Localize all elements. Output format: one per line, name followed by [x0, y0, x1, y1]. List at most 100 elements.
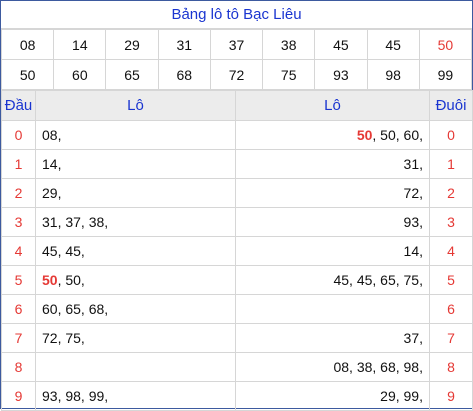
number-cell: 50	[0, 59, 55, 90]
lo-left-cell: 14,	[35, 149, 236, 179]
duoi-cell: 3	[429, 207, 473, 237]
lo-left-cell: 72, 75,	[35, 323, 236, 353]
number-cell: 37	[209, 29, 264, 60]
results-number-grid: 08 14 29 31 37 38 45 45 50 50 60 65 68 7…	[0, 29, 473, 90]
lo-right-cell: 72,	[235, 178, 430, 208]
lo-values: 72, 75,	[42, 330, 85, 346]
table-row: 4 45, 45, 14, 4	[1, 236, 473, 266]
header-dau: Đầu	[1, 90, 36, 121]
table-row: 7 72, 75, 37, 7	[1, 323, 473, 353]
lo-values: 31, 37, 38,	[42, 214, 109, 230]
duoi-cell: 2	[429, 178, 473, 208]
number-cell: 99	[418, 59, 473, 90]
header-duoi: Đuôi	[429, 90, 473, 121]
duoi-cell: 6	[429, 294, 473, 324]
lo-left-cell: 31, 37, 38,	[35, 207, 236, 237]
dau-cell: 1	[1, 149, 36, 179]
number-cell: 45	[314, 29, 368, 60]
number-cell: 75	[262, 59, 316, 90]
table-row: 9 93, 98, 99, 29, 99, 9	[1, 381, 473, 411]
lo-left-cell: 50, 50,	[35, 265, 236, 295]
number-cell: 93	[314, 59, 368, 90]
duoi-cell: 4	[429, 236, 473, 266]
numbers-row-2: 50 60 65 68 72 75 93 98 99	[0, 59, 473, 90]
table-row: 8 08, 38, 68, 98, 8	[1, 352, 473, 382]
dau-cell: 4	[1, 236, 36, 266]
lo-left-cell: 60, 65, 68,	[35, 294, 236, 324]
lo-right-cell: 45, 45, 65, 75,	[235, 265, 430, 295]
dau-cell: 9	[1, 381, 36, 411]
dau-cell: 3	[1, 207, 36, 237]
table-row: 3 31, 37, 38, 93, 3	[1, 207, 473, 237]
lo-values: 45, 45,	[42, 243, 85, 259]
lo-values: 14,	[403, 243, 423, 259]
number-cell: 31	[157, 29, 211, 60]
lo-right-cell: 31,	[235, 149, 430, 179]
lo-right-cell: 29, 99,	[235, 381, 430, 411]
number-cell: 60	[53, 59, 107, 90]
table-row: 2 29, 72, 2	[1, 178, 473, 208]
number-cell: 14	[53, 29, 107, 60]
number-cell: 72	[209, 59, 264, 90]
lo-values: 93, 98, 99,	[42, 388, 109, 404]
lo-values: 29,	[42, 185, 62, 201]
number-cell: 38	[262, 29, 316, 60]
duoi-cell: 1	[429, 149, 473, 179]
lo-left-cell	[35, 352, 236, 382]
lo-right-cell: 93,	[235, 207, 430, 237]
duoi-cell: 5	[429, 265, 473, 295]
number-cell: 45	[366, 29, 420, 60]
number-cell: 29	[105, 29, 159, 60]
dau-cell: 0	[1, 120, 36, 150]
lo-right-cell: 08, 38, 68, 98,	[235, 352, 430, 382]
dau-cell: 5	[1, 265, 36, 295]
lo-values: , 50,	[57, 272, 85, 288]
highlight-number: 50	[356, 127, 373, 143]
table-body: 0 08, 50, 50, 60, 0 1 14, 31, 1 2 29, 72, 2 3 31, 37,…	[1, 120, 473, 411]
lo-left-cell: 45, 45,	[35, 236, 236, 266]
table-row: 5 50, 50, 45, 45, 65, 75, 5	[1, 265, 473, 295]
header-lo-left: Lô	[35, 90, 236, 121]
lo-values: 14,	[42, 156, 62, 172]
dau-duoi-table: Đầu Lô Lô Đuôi 0 08, 50, 50, 60, 0 1 14, 31, 1 2…	[1, 90, 473, 411]
table-row: 0 08, 50, 50, 60, 0	[1, 120, 473, 150]
numbers-row-1: 08 14 29 31 37 38 45 45 50	[0, 29, 473, 60]
lo-values: 60, 65, 68,	[42, 301, 109, 317]
table-header-row: Đầu Lô Lô Đuôi	[1, 90, 473, 121]
lo-values: 08, 38, 68, 98,	[333, 359, 423, 375]
lo-values: 31,	[403, 156, 423, 172]
dau-cell: 8	[1, 352, 36, 382]
table-row: 6 60, 65, 68, 6	[1, 294, 473, 324]
dau-cell: 7	[1, 323, 36, 353]
duoi-cell: 9	[429, 381, 473, 411]
lo-left-cell: 29,	[35, 178, 236, 208]
lo-values: 37,	[403, 330, 423, 346]
dau-cell: 2	[1, 178, 36, 208]
number-cell: 08	[0, 29, 55, 60]
header-lo-right: Lô	[235, 90, 430, 121]
number-cell: 98	[366, 59, 420, 90]
lo-values: 45, 45, 65, 75,	[333, 272, 423, 288]
lo-right-cell: 14,	[235, 236, 430, 266]
table-title: Bảng lô tô Bạc Liêu	[1, 1, 472, 29]
lo-right-cell: 50, 50, 60,	[235, 120, 430, 150]
lo-left-cell: 93, 98, 99,	[35, 381, 236, 411]
lo-values: 72,	[403, 185, 423, 201]
lo-right-cell: 37,	[235, 323, 430, 353]
duoi-cell: 7	[429, 323, 473, 353]
lo-values: 93,	[403, 214, 423, 230]
lo-values: 29, 99,	[380, 388, 423, 404]
number-cell: 65	[105, 59, 159, 90]
duoi-cell: 8	[429, 352, 473, 382]
number-cell: 68	[157, 59, 211, 90]
dau-cell: 6	[1, 294, 36, 324]
lo-values: 08,	[42, 127, 62, 143]
lo-left-cell: 08,	[35, 120, 236, 150]
number-cell-highlight: 50	[418, 29, 473, 60]
highlight-number: 50	[42, 272, 58, 288]
lo-right-cell	[235, 294, 430, 324]
duoi-cell: 0	[429, 120, 473, 150]
lo-values: , 50, 60,	[372, 127, 423, 143]
table-row: 1 14, 31, 1	[1, 149, 473, 179]
